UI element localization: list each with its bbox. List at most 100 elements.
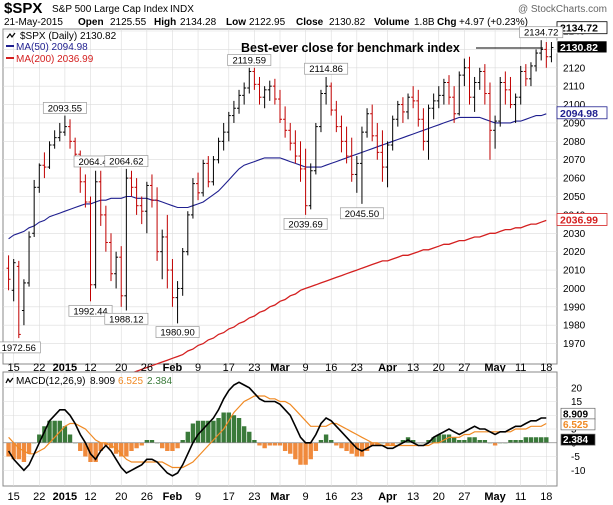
svg-text:2036.99: 2036.99 — [560, 214, 598, 226]
exchange: INDX — [170, 4, 194, 15]
ohlc-bar — [52, 130, 57, 149]
macd-histogram-bar — [339, 442, 344, 449]
price-annotations: 1972.56 2093.55 2064.43 1992.44 2064.62 1988.… — [0, 26, 564, 354]
ohlc-bar — [262, 86, 267, 109]
date-tick-label: Mar — [270, 362, 290, 374]
ohlc-bar — [452, 86, 457, 123]
ma50-legend-label: MA(50) 2094.98 — [16, 42, 88, 53]
value-label: 1988.12 — [109, 314, 143, 325]
ohlc-bar — [226, 111, 231, 142]
value-label-box — [519, 26, 564, 39]
value-label: 2064.62 — [109, 157, 143, 168]
macd-value-tag: 2.384 — [560, 433, 596, 446]
open-label: Open — [78, 17, 104, 28]
price-series — [6, 40, 554, 418]
ohlc-bar — [62, 115, 67, 136]
high-value: 2134.28 — [180, 17, 217, 28]
svg-text:2.384: 2.384 — [563, 435, 588, 446]
ohlc-bar — [21, 279, 26, 326]
price-tick-label: 1970 — [563, 339, 586, 350]
ohlc-bar — [406, 93, 411, 120]
ohlc-bar — [93, 170, 98, 289]
date-tick-label: Mar — [270, 491, 290, 503]
ohlc-bar — [180, 247, 185, 296]
macd-histogram-bar — [78, 442, 83, 451]
volume-label: Volume — [374, 17, 410, 28]
macd-histogram-bar — [226, 412, 231, 443]
value-label: 2064.43 — [78, 157, 112, 168]
date-tick-label: 9 — [195, 491, 201, 503]
macd-histogram-bar — [149, 440, 155, 443]
macd-value-tag: 6.525 — [560, 418, 596, 431]
macd-histogram-bar — [267, 442, 272, 446]
ohlc-bar — [549, 42, 554, 63]
date-tick-label: 27 — [458, 362, 470, 374]
macd-histogram-bar — [410, 440, 416, 443]
value-label: 2119.59 — [232, 56, 266, 67]
macd-histogram-bar — [318, 440, 324, 443]
value-label: 2114.86 — [309, 64, 343, 75]
macd-histogram-bar — [47, 420, 52, 443]
ohlc-bar — [472, 76, 477, 112]
ohlc-bar — [324, 76, 329, 105]
price-tick-label: 2030 — [563, 229, 586, 240]
macd-histogram-bar — [308, 442, 313, 460]
ohlc-bar — [119, 246, 124, 307]
value-label: 1992.44 — [73, 306, 107, 317]
ohlc-bar — [498, 76, 503, 127]
macd-histogram-bar — [180, 440, 185, 443]
ohlc-bar — [231, 100, 236, 123]
date-tick-label: 2015 — [53, 491, 77, 503]
macd-histogram-bar — [359, 442, 365, 457]
ohlc-bar — [528, 62, 533, 87]
macd-histogram-bar — [334, 442, 339, 446]
ohlc-bar — [534, 49, 539, 72]
macd-histogram-bar — [165, 442, 170, 451]
macd-histogram-bar — [344, 442, 349, 451]
macd-histogram-bar — [385, 442, 390, 446]
ohlc-bar — [431, 93, 436, 120]
ohlc-bar — [308, 163, 313, 210]
value-label-box — [0, 341, 41, 354]
macd-histogram-bar — [451, 437, 457, 443]
ohlc-bar — [57, 122, 62, 142]
ohlc-bar — [267, 80, 272, 101]
ohlc-bar — [42, 152, 47, 179]
ohlc-bar — [68, 119, 73, 149]
ohlc-bar — [83, 174, 88, 208]
date-tick-label: 20 — [433, 362, 445, 374]
date-tick-label: 26 — [141, 362, 153, 374]
macd-histogram-bar — [298, 442, 303, 465]
macd-histogram-bar — [62, 426, 68, 443]
low-value: 2122.95 — [249, 17, 286, 28]
close-value: 2130.82 — [329, 17, 366, 28]
value-label-box — [283, 218, 328, 230]
ohlc-bar — [349, 137, 354, 182]
macd-histogram-bar — [364, 442, 370, 451]
date-tick-label: 12 — [84, 362, 96, 374]
date-tick-label: 11 — [515, 491, 526, 503]
ohlc-bar — [508, 76, 513, 109]
ohlc-bar — [257, 76, 262, 105]
ohlc-bar — [47, 141, 52, 169]
macd-histogram-bar — [231, 415, 237, 443]
date-tick-label: 27 — [458, 491, 470, 503]
svg-text:8.909: 8.909 — [563, 409, 588, 420]
ohlc-bar — [201, 159, 206, 197]
svg-text:2130.82: 2130.82 — [560, 42, 598, 54]
macd-histogram-bar — [329, 440, 334, 443]
ohlc-bar — [278, 89, 282, 123]
date-tick-label: 15 — [8, 491, 20, 503]
value-label-box — [42, 102, 87, 114]
value-label-box — [155, 326, 200, 338]
value-label: 2093.55 — [48, 103, 82, 114]
ohlc-bar — [134, 178, 139, 215]
date-tick-label: May — [484, 491, 506, 503]
ohlc-bar — [344, 126, 349, 164]
date-tick-label: 22 — [33, 362, 45, 374]
value-label-box — [104, 155, 149, 167]
macd-tick-label: -10 — [571, 466, 586, 477]
date-tick-label: 18 — [540, 491, 552, 503]
ohlc-bar — [426, 104, 431, 160]
macd-histogram-bar — [42, 426, 47, 443]
